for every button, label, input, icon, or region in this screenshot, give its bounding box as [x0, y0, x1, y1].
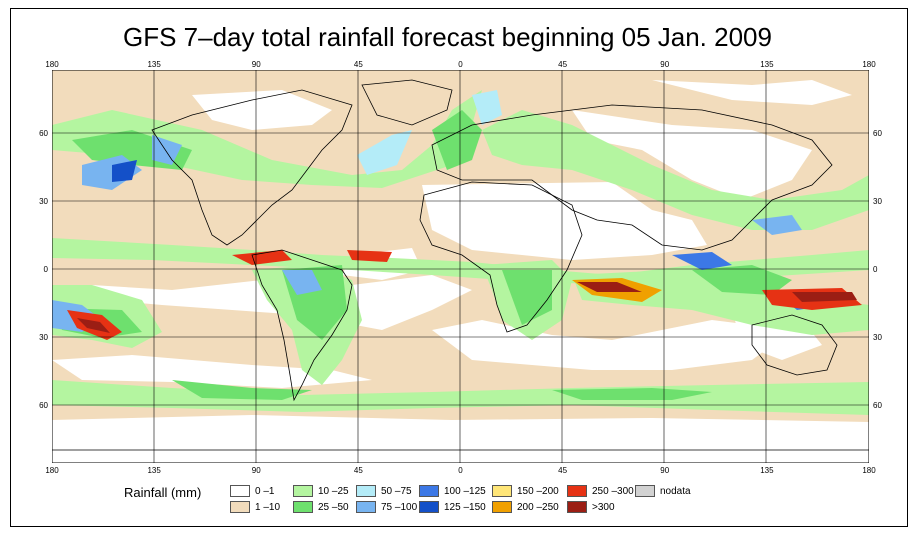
- legend-swatch: [356, 501, 376, 513]
- legend-title: Rainfall (mm): [124, 485, 202, 500]
- legend-label: 100 –125: [444, 486, 486, 497]
- left-tick-label: 30: [39, 197, 48, 206]
- rainfall-map: [52, 70, 869, 463]
- right-tick-label: 30: [873, 197, 882, 206]
- legend-label: 250 –300: [592, 486, 634, 497]
- legend-swatch: [419, 485, 439, 497]
- legend-label: 150 –200: [517, 486, 559, 497]
- bottom-tick-label: 45: [558, 466, 567, 475]
- legend-swatch: [492, 501, 512, 513]
- bottom-tick-label: 135: [760, 466, 774, 475]
- top-tick-label: 45: [558, 60, 567, 69]
- legend-swatch: [635, 485, 655, 497]
- bottom-tick-label: 180: [862, 466, 876, 475]
- legend-label: nodata: [660, 486, 691, 497]
- left-tick-labels: 60 30 0 30 60: [39, 129, 48, 410]
- left-tick-label: 30: [39, 333, 48, 342]
- coastlines: [52, 79, 869, 451]
- legend-swatch: [293, 501, 313, 513]
- top-tick-label: 180: [862, 60, 876, 69]
- legend-label: 0 –1: [255, 486, 275, 497]
- top-tick-label: 135: [147, 60, 161, 69]
- bottom-tick-label: 180: [45, 466, 59, 475]
- legend-swatch: [293, 485, 313, 497]
- top-tick-label: 135: [760, 60, 774, 69]
- right-tick-label: 60: [873, 401, 882, 410]
- left-tick-label: 60: [39, 129, 48, 138]
- legend-label: 10 –25: [318, 486, 349, 497]
- bottom-tick-label: 135: [147, 466, 161, 475]
- legend-swatch: [492, 485, 512, 497]
- legend-swatch: [567, 501, 587, 513]
- bottom-tick-label: 45: [354, 466, 363, 475]
- top-tick-labels: 180 135 90 45 0 45 90 135 180: [45, 60, 876, 69]
- map-title: GFS 7–day total rainfall forecast beginn…: [123, 22, 772, 52]
- legend-label: 50 –75: [381, 486, 412, 497]
- bottom-tick-label: 90: [660, 466, 669, 475]
- top-tick-label: 45: [354, 60, 363, 69]
- left-tick-label: 0: [44, 265, 49, 274]
- legend-swatch: [567, 485, 587, 497]
- right-tick-label: 0: [873, 265, 878, 274]
- legend-swatch: [230, 501, 250, 513]
- legend-swatch: [230, 485, 250, 497]
- left-tick-label: 60: [39, 401, 48, 410]
- legend-label: 200 –250: [517, 502, 559, 513]
- heavy-rain-bands: [67, 250, 862, 340]
- legend-swatch: [419, 501, 439, 513]
- top-tick-label: 90: [252, 60, 261, 69]
- right-tick-label: 30: [873, 333, 882, 342]
- top-tick-label: 90: [660, 60, 669, 69]
- legend-label: 125 –150: [444, 502, 486, 513]
- legend-label: >300: [592, 502, 615, 513]
- top-tick-label: 180: [45, 60, 59, 69]
- legend-swatch: [356, 485, 376, 497]
- bottom-tick-label: 90: [252, 466, 261, 475]
- bottom-tick-label: 0: [458, 466, 463, 475]
- legend-label: 1 –10: [255, 502, 281, 513]
- legend-label: 25 –50: [318, 502, 349, 513]
- figure-frame: [10, 8, 908, 527]
- legend-label: 75 –100: [381, 502, 418, 513]
- right-tick-label: 60: [873, 129, 882, 138]
- graticule: [52, 70, 869, 463]
- bottom-tick-labels: 180 135 90 45 0 45 90 135 180: [45, 466, 876, 475]
- right-tick-labels: 60 30 0 30 60: [873, 129, 882, 410]
- top-tick-label: 0: [458, 60, 463, 69]
